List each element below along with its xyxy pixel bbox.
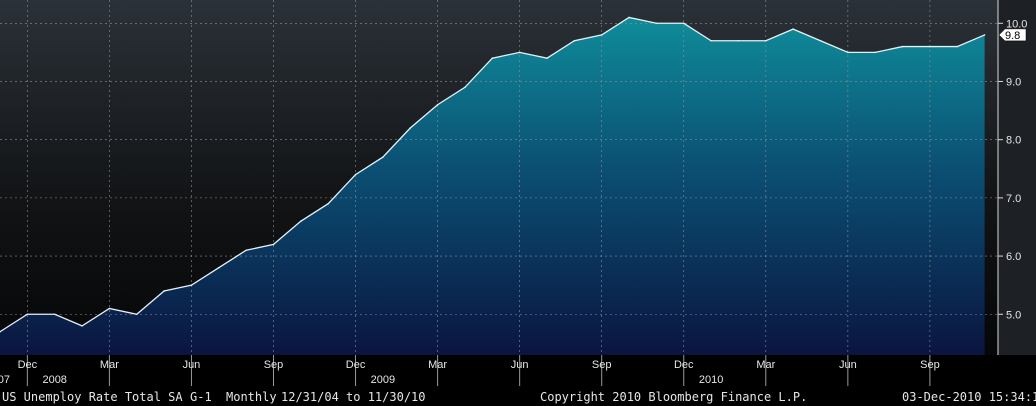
x-tick-label: Jun [839,359,857,371]
data-point [245,249,247,252]
data-point [655,22,658,25]
data-point [26,313,29,316]
frequency-label: Monthly [226,390,277,404]
data-point [53,313,56,316]
grid-layer [0,0,998,355]
x-tick-label: Sep [264,359,284,371]
last-value-box [998,28,1027,42]
data-point [190,284,193,286]
data-point [901,45,904,48]
data-point [327,202,330,205]
x-tick-label: Sep [592,359,612,371]
x-year-label: 2008 [42,374,66,386]
data-point [409,127,412,129]
data-point [163,290,165,292]
chart-svg: 5.0 6.0 7.0 8.0 9.0 10.0 Dec Mar Jun Sep Dec Mar Jun… [0,0,1036,388]
data-point [682,22,685,25]
y-tick-label: 8.0 [1006,135,1021,147]
x-tick-label: Mar [100,359,119,371]
data-point [491,57,494,59]
data-point [436,103,439,106]
data-point [929,45,931,48]
data-point [81,325,83,327]
ticker-label: G-1 [190,390,212,404]
series-title: US Unemploy Rate Total SA [2,390,183,404]
x-tick-label: Jun [183,359,201,371]
data-point [108,307,111,310]
data-point [272,243,275,246]
data-points [0,16,986,333]
data-point [218,266,220,269]
x-tick-label: Dec [18,359,38,371]
data-point [847,51,849,54]
right-axis-panel [998,0,1036,355]
x-tick-label: Jun [511,359,529,371]
copyright-label: Copyright 2010 Bloomberg Finance L.P. [540,390,808,404]
y-tick-label: 6.0 [1006,251,1021,263]
data-point [628,16,630,19]
data-point [956,45,959,48]
data-point [382,156,384,158]
data-point [546,57,548,59]
footer-bar: US Unemploy Rate Total SA G-1 Monthly 12… [0,388,1036,406]
data-point [464,86,466,89]
data-point [765,39,767,42]
x-tick-label: Mar [756,359,775,371]
x-year-label: 2009 [371,374,395,386]
y-tick-label: 10.0 [1006,18,1027,30]
x-tick-label: Dec [346,359,366,371]
data-point [135,313,138,316]
data-point [600,34,603,36]
y-tick-label: 5.0 [1006,309,1021,321]
last-value-label: 9.8 [1005,30,1020,42]
x-tick-label: Dec [674,359,694,371]
area-fill [0,17,985,356]
y-tick-label: 7.0 [1006,193,1021,205]
x-tick-label: Sep [920,359,940,371]
data-point [354,173,357,176]
last-value-marker: 9.8 [998,28,1027,42]
bottom-axis-panel [0,355,1036,388]
data-point [819,39,822,42]
data-point [983,34,986,36]
axis-layer: 5.0 6.0 7.0 8.0 9.0 10.0 Dec Mar Jun Sep Dec Mar Jun… [0,0,1027,386]
data-point [710,39,712,42]
data-point [518,51,521,54]
x-year-label: 2010 [699,374,723,386]
data-point [792,28,794,30]
data-point [0,330,1,333]
data-point [737,39,740,42]
data-point [874,51,876,54]
date-range-label: 12/31/04 to 11/30/10 [281,390,426,404]
y-tick-label: 9.0 [1006,76,1021,88]
data-point [300,220,302,222]
data-point [573,39,576,42]
x-year-label: 07 [0,374,10,386]
timestamp-label: 03-Dec-2010 15:34:17 [902,390,1036,404]
x-tick-label: Mar [428,359,447,371]
